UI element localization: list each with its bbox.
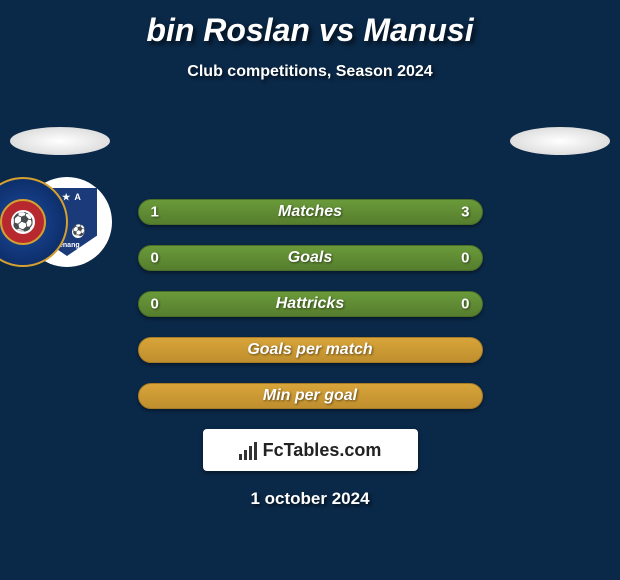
stat-left-value: 0 <box>151 296 159 313</box>
stat-row-min-per-goal: Min per goal <box>138 383 483 409</box>
player-left-spot <box>10 127 110 155</box>
stat-row-goals: 0 Goals 0 <box>138 245 483 271</box>
stat-right-value: 0 <box>461 296 469 313</box>
stat-label: Goals <box>288 249 332 267</box>
page-subtitle: Club competitions, Season 2024 <box>0 63 620 81</box>
branding-text: FcTables.com <box>263 440 382 461</box>
footer-date: 1 october 2024 <box>0 489 620 509</box>
soccer-ball-icon: ⚽ <box>11 210 35 234</box>
stat-right-value: 3 <box>461 204 469 221</box>
stat-label: Hattricks <box>276 295 344 313</box>
stat-label: Matches <box>278 203 342 221</box>
soccer-ball-icon <box>72 226 84 238</box>
page-title: bin Roslan vs Manusi <box>0 0 620 49</box>
stat-label: Min per goal <box>263 387 357 405</box>
bar-chart-icon <box>239 440 257 460</box>
stat-row-matches: 1 Matches 3 <box>138 199 483 225</box>
stat-row-hattricks: 0 Hattricks 0 <box>138 291 483 317</box>
comparison-content: F ★ A Penang ⚽ 1 Matches 3 0 Goals 0 0 <box>0 109 620 509</box>
stat-left-value: 0 <box>151 250 159 267</box>
stat-left-value: 1 <box>151 204 159 221</box>
stat-label: Goals per match <box>247 341 372 359</box>
stat-right-value: 0 <box>461 250 469 267</box>
stat-row-goals-per-match: Goals per match <box>138 337 483 363</box>
pahang-inner-circle: ⚽ <box>0 199 46 245</box>
stats-bars: 1 Matches 3 0 Goals 0 0 Hattricks 0 Goal… <box>138 199 483 409</box>
fctables-logo: FcTables.com <box>239 440 382 461</box>
branding-box: FcTables.com <box>203 429 418 471</box>
player-right-spot <box>510 127 610 155</box>
